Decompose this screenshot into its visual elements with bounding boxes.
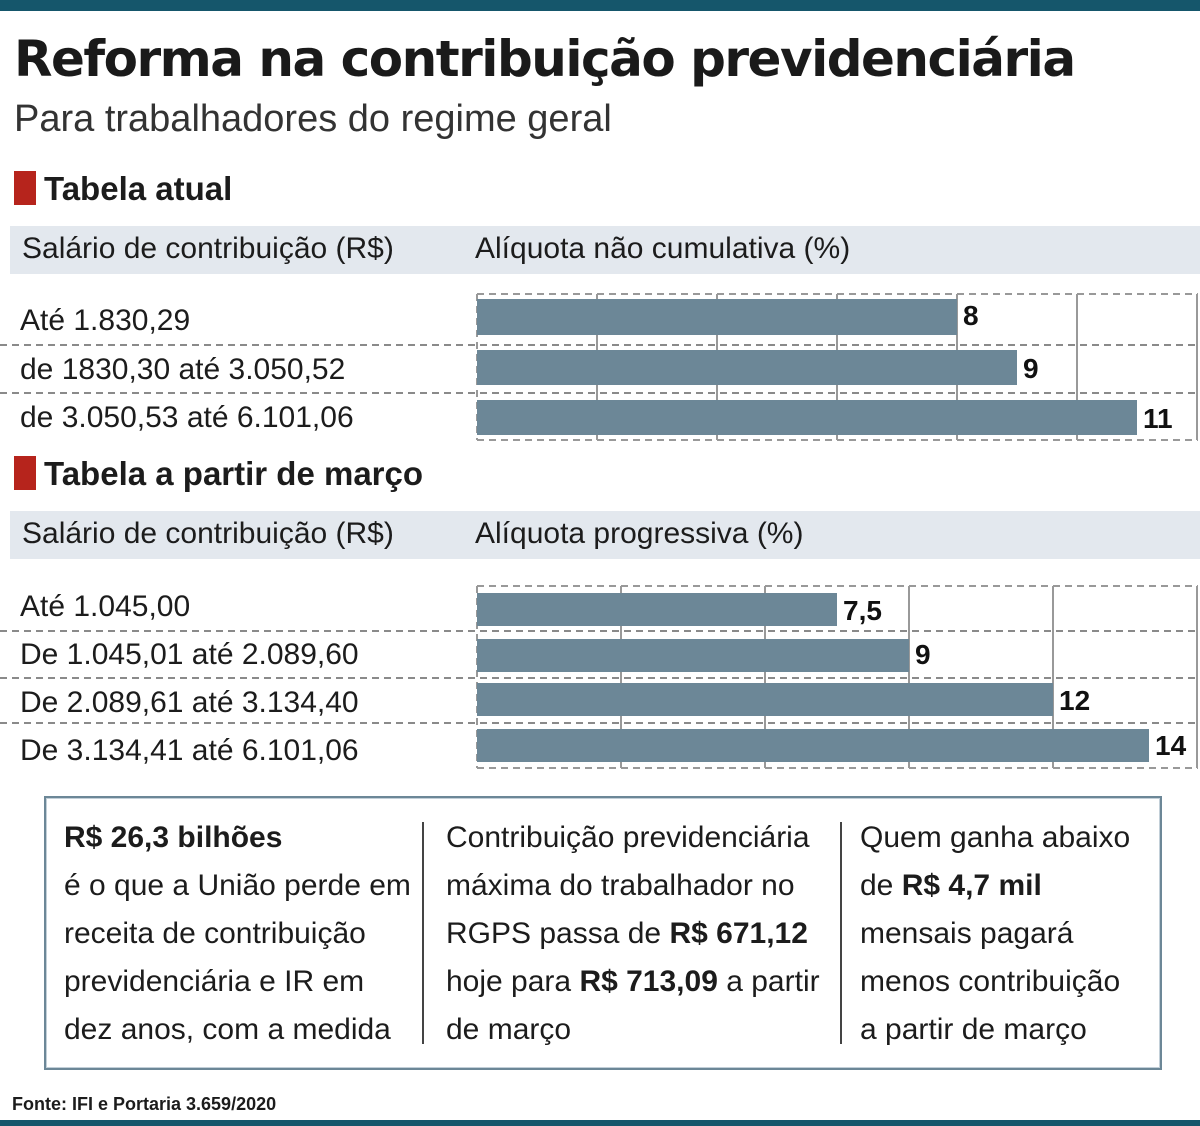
note-right: Quem ganha abaixo de R$ 4,7 mil mensais … xyxy=(860,814,1140,1054)
section-title-current-text: Tabela atual xyxy=(44,170,233,207)
note-divider xyxy=(840,822,842,1044)
column-header-rate: Alíquota progressiva (%) xyxy=(475,517,804,550)
note-middle-highlight: R$ 713,09 xyxy=(579,965,718,998)
bar xyxy=(477,593,837,626)
note-right-text: mensais pagará menos contribuição a part… xyxy=(860,917,1121,1046)
row-label: Até 1.830,29 xyxy=(20,304,191,337)
row-label: De 3.134,41 até 6.101,06 xyxy=(20,734,359,767)
bar xyxy=(477,639,909,672)
bar-value-label: 9 xyxy=(915,639,931,670)
section-title-new: Tabela a partir de março xyxy=(14,455,423,493)
note-left: R$ 26,3 bilhões é o que a União perde em… xyxy=(64,814,414,1054)
bar-value-label: 14 xyxy=(1155,730,1187,761)
note-middle: Contribuição previdenciária máxima do tr… xyxy=(446,814,826,1054)
note-middle-text: Contribuição previdenciária máxima do tr… xyxy=(446,821,810,950)
note-middle-text: hoje para xyxy=(446,965,580,998)
bar xyxy=(477,683,1053,716)
row-label: De 2.089,61 até 3.134,40 xyxy=(20,686,359,719)
section-title-new-text: Tabela a partir de março xyxy=(44,455,424,492)
note-middle-highlight: R$ 671,12 xyxy=(669,917,808,950)
table-header-current: Salário de contribuição (R$) Alíquota nã… xyxy=(10,226,1200,274)
note-right-text: Quem ganha abaixo de xyxy=(860,821,1131,902)
bar xyxy=(477,729,1149,762)
notes-box: R$ 26,3 bilhões é o que a União perde em… xyxy=(44,796,1162,1070)
note-left-text: é o que a União perde em receita de cont… xyxy=(64,869,411,1046)
section-title-current: Tabela atual xyxy=(14,170,232,208)
bottom-rule xyxy=(0,1120,1200,1126)
column-header-salary: Salário de contribuição (R$) xyxy=(22,517,394,550)
row-label: De 1.045,01 até 2.089,60 xyxy=(20,638,359,671)
bar-value-label: 8 xyxy=(963,300,979,331)
top-rule xyxy=(0,0,1200,11)
bar xyxy=(477,400,1137,435)
column-header-salary: Salário de contribuição (R$) xyxy=(22,232,394,265)
page-subtitle: Para trabalhadores do regime geral xyxy=(14,98,612,140)
page-title: Reforma na contribuição previdenciária xyxy=(14,30,1076,88)
section-marker-icon xyxy=(14,456,36,490)
column-header-rate: Alíquota não cumulativa (%) xyxy=(475,232,851,265)
row-label: de 1830,30 até 3.050,52 xyxy=(20,353,346,386)
bar xyxy=(477,299,957,335)
bar-value-label: 9 xyxy=(1023,353,1039,384)
note-right-highlight: R$ 4,7 mil xyxy=(901,869,1042,902)
bar xyxy=(477,350,1017,385)
bar-value-label: 12 xyxy=(1059,685,1090,716)
bar-value-label: 7,5 xyxy=(843,595,882,626)
row-label: Até 1.045,00 xyxy=(20,590,191,623)
row-label: de 3.050,53 até 6.101,06 xyxy=(20,401,354,434)
bar-value-label: 11 xyxy=(1143,403,1173,434)
source-note: Fonte: IFI e Portaria 3.659/2020 xyxy=(12,1094,277,1114)
note-divider xyxy=(422,822,424,1044)
table-header-new: Salário de contribuição (R$) Alíquota pr… xyxy=(10,511,1200,559)
section-marker-icon xyxy=(14,171,36,205)
note-left-highlight: R$ 26,3 bilhões xyxy=(64,821,283,854)
note-middle-text: a partir de março xyxy=(446,965,820,1046)
